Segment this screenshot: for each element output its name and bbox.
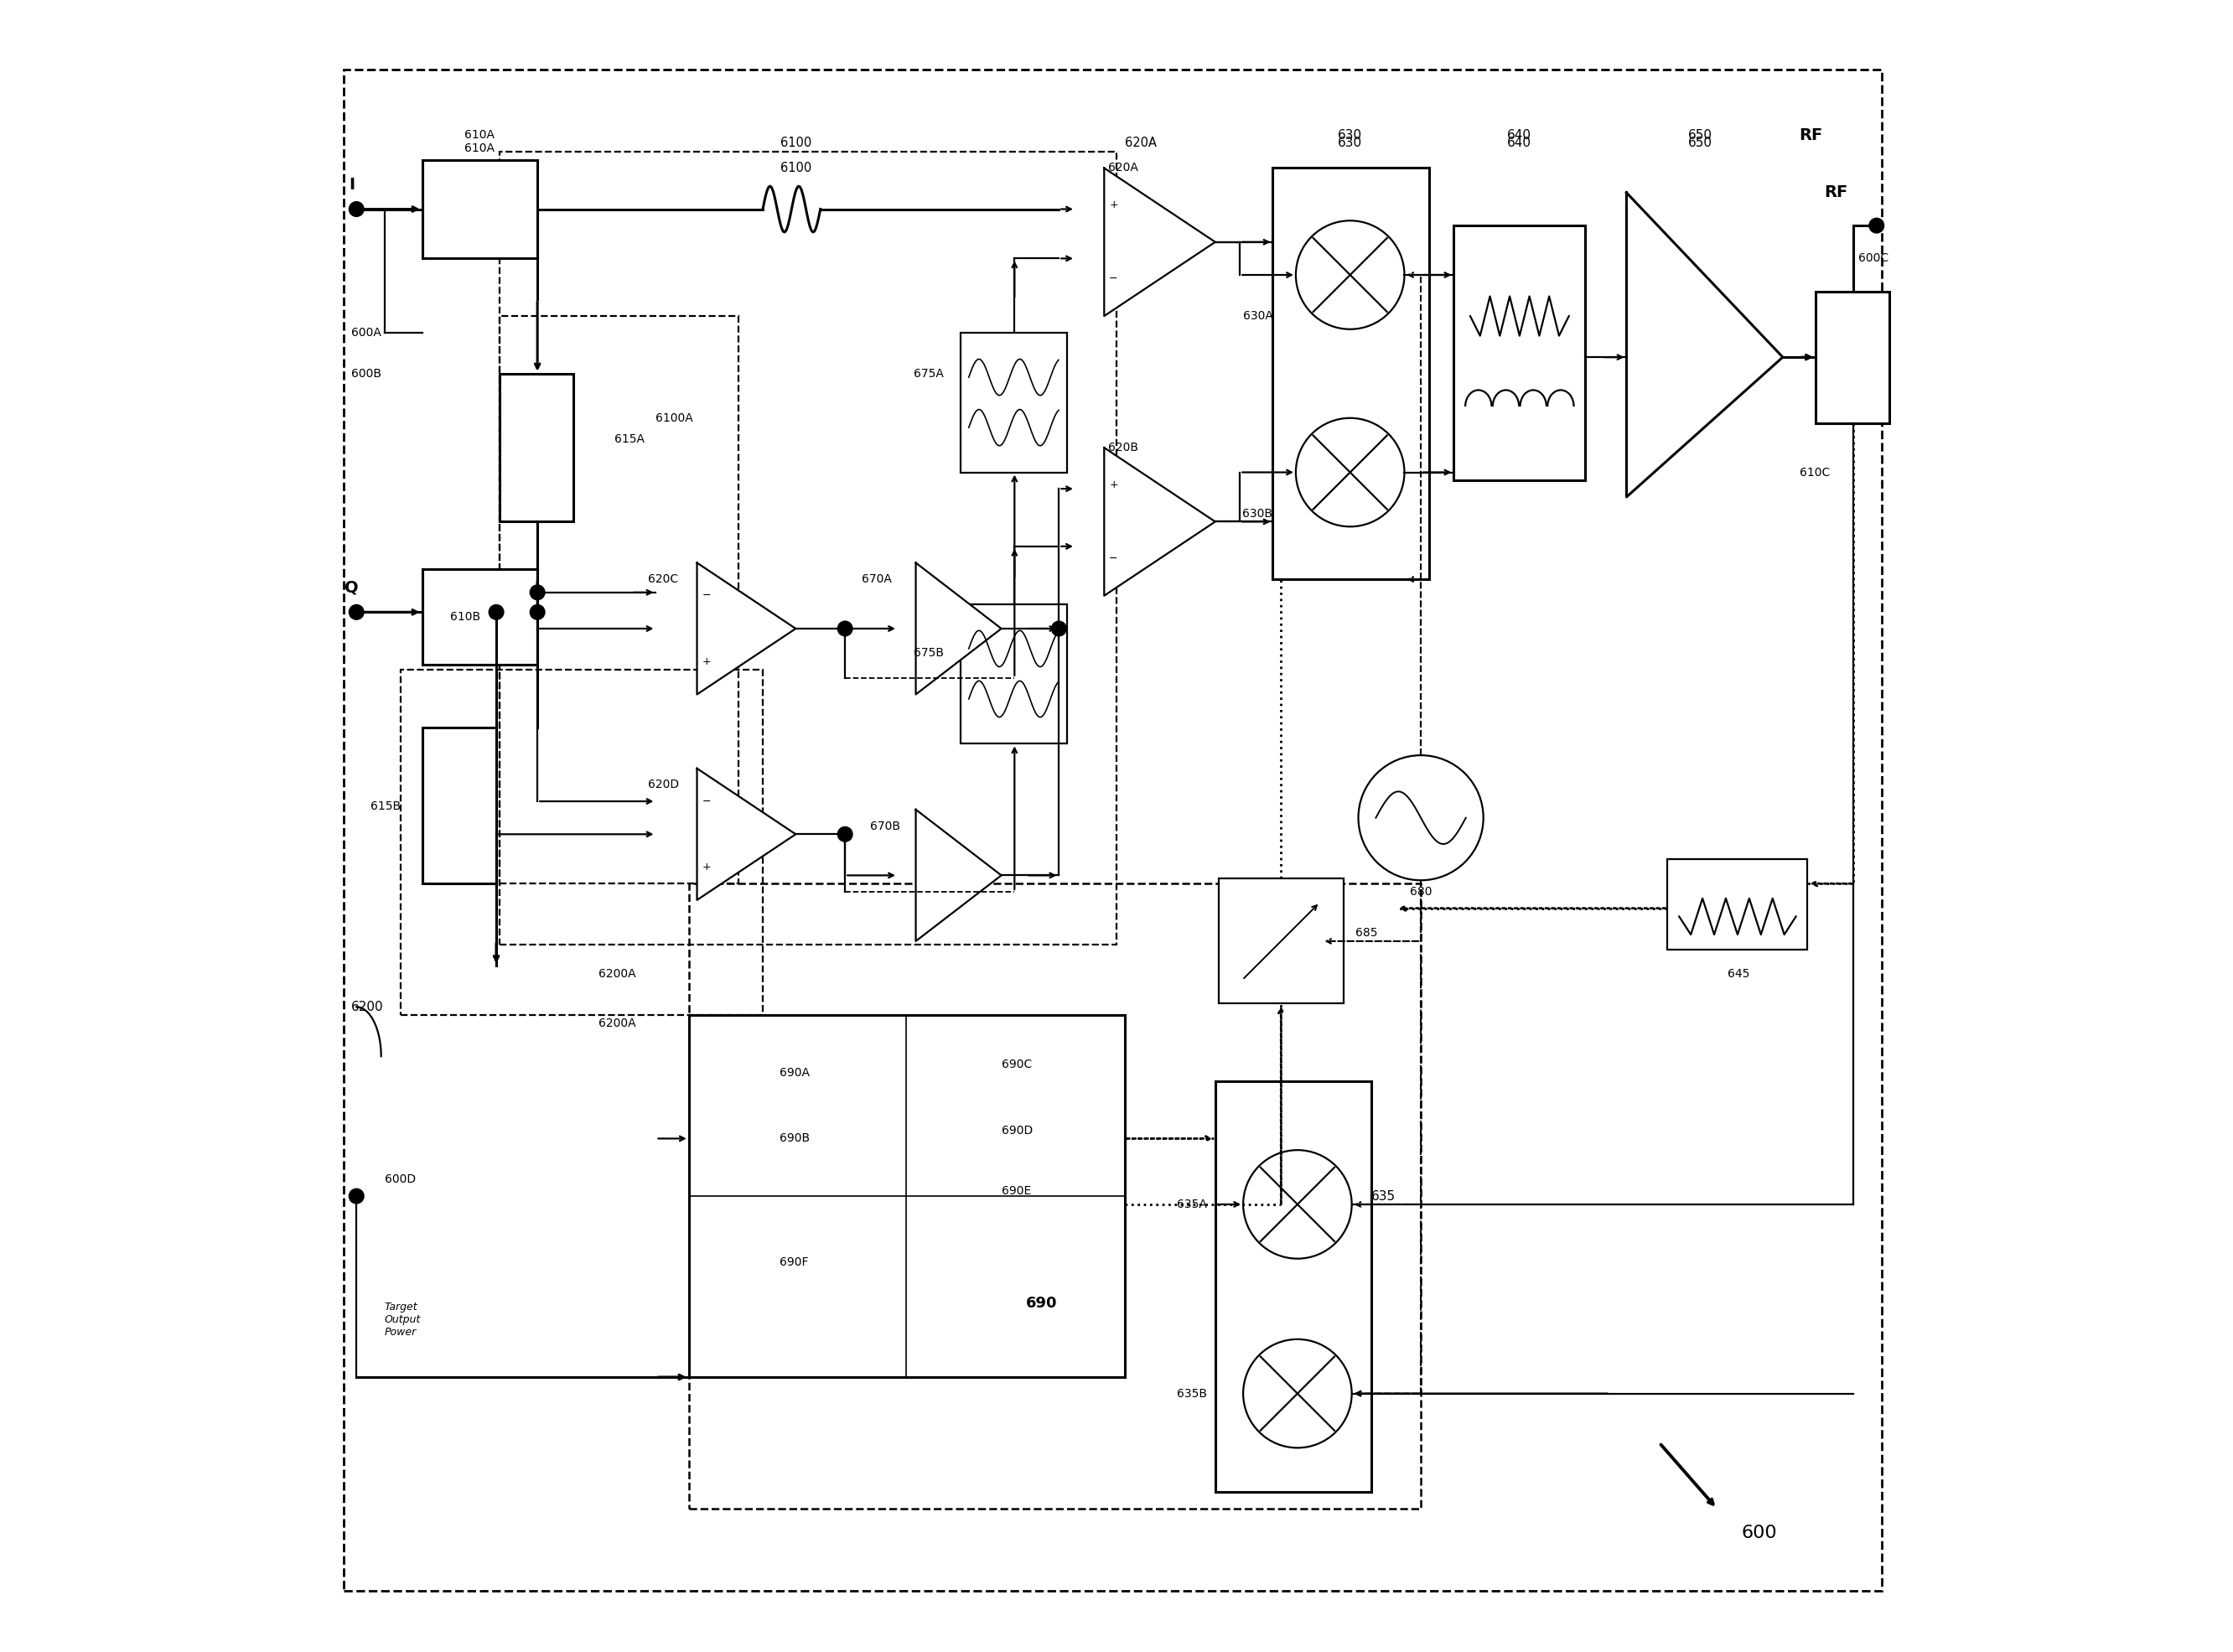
Text: 670B: 670B bbox=[869, 819, 900, 833]
Text: 610C: 610C bbox=[1800, 466, 1829, 477]
Circle shape bbox=[1869, 218, 1885, 233]
Polygon shape bbox=[1103, 169, 1215, 316]
Text: 690D: 690D bbox=[1000, 1125, 1032, 1137]
Text: 600B: 600B bbox=[351, 368, 382, 380]
FancyBboxPatch shape bbox=[422, 160, 538, 258]
Text: 620B: 620B bbox=[1108, 441, 1139, 454]
Text: 690A: 690A bbox=[779, 1067, 808, 1079]
Text: 610B: 610B bbox=[451, 611, 480, 623]
Circle shape bbox=[529, 605, 545, 620]
Text: −: − bbox=[1110, 553, 1119, 563]
Text: +: + bbox=[701, 862, 710, 872]
Text: 685: 685 bbox=[1355, 927, 1378, 938]
Text: 620C: 620C bbox=[648, 573, 679, 585]
Circle shape bbox=[837, 621, 853, 636]
Text: 630B: 630B bbox=[1242, 507, 1273, 519]
Text: −: − bbox=[1110, 274, 1119, 284]
Polygon shape bbox=[916, 563, 1000, 694]
Circle shape bbox=[348, 1189, 364, 1204]
Text: −: − bbox=[701, 796, 710, 806]
Text: 615B: 615B bbox=[371, 800, 402, 813]
Polygon shape bbox=[1626, 193, 1782, 497]
Text: Q: Q bbox=[344, 580, 360, 595]
Text: 640: 640 bbox=[1507, 137, 1532, 150]
Circle shape bbox=[348, 202, 364, 216]
Text: 600A: 600A bbox=[351, 327, 382, 339]
Text: 6100A: 6100A bbox=[657, 411, 694, 425]
Text: 675B: 675B bbox=[913, 648, 945, 659]
Text: 620A: 620A bbox=[1108, 162, 1139, 173]
Polygon shape bbox=[916, 809, 1000, 942]
Circle shape bbox=[1052, 621, 1067, 636]
Polygon shape bbox=[1103, 448, 1215, 596]
Text: 635A: 635A bbox=[1177, 1198, 1208, 1211]
Text: +: + bbox=[1110, 479, 1119, 491]
Text: 630: 630 bbox=[1338, 137, 1362, 150]
Text: 6100: 6100 bbox=[779, 162, 811, 173]
Text: RF: RF bbox=[1800, 127, 1822, 144]
Text: 6200A: 6200A bbox=[598, 968, 636, 980]
Text: 645: 645 bbox=[1728, 968, 1748, 980]
FancyBboxPatch shape bbox=[1215, 1080, 1371, 1492]
Polygon shape bbox=[697, 768, 795, 900]
FancyBboxPatch shape bbox=[960, 332, 1067, 472]
Text: 670A: 670A bbox=[862, 573, 891, 585]
Text: 640: 640 bbox=[1507, 129, 1532, 142]
FancyBboxPatch shape bbox=[422, 727, 496, 884]
Text: 650: 650 bbox=[1688, 137, 1713, 150]
Circle shape bbox=[837, 826, 853, 841]
FancyBboxPatch shape bbox=[688, 1016, 1125, 1378]
Text: 6200A: 6200A bbox=[598, 1018, 636, 1029]
Circle shape bbox=[489, 605, 505, 620]
Text: 600: 600 bbox=[1742, 1525, 1777, 1541]
Text: Target
Output
Power: Target Output Power bbox=[384, 1302, 420, 1338]
FancyBboxPatch shape bbox=[1668, 859, 1806, 950]
Polygon shape bbox=[697, 563, 795, 694]
Text: 680: 680 bbox=[1409, 885, 1431, 897]
Circle shape bbox=[348, 605, 364, 620]
FancyBboxPatch shape bbox=[960, 605, 1067, 743]
Text: 620A: 620A bbox=[1125, 137, 1157, 150]
Text: 690F: 690F bbox=[779, 1256, 808, 1267]
Text: 630: 630 bbox=[1338, 129, 1362, 142]
Text: 690C: 690C bbox=[1000, 1059, 1032, 1070]
Text: +: + bbox=[1110, 200, 1119, 210]
FancyBboxPatch shape bbox=[1273, 169, 1429, 580]
Text: 610A: 610A bbox=[464, 142, 496, 154]
Text: +: + bbox=[701, 656, 710, 667]
FancyBboxPatch shape bbox=[500, 373, 574, 522]
FancyBboxPatch shape bbox=[422, 570, 538, 664]
FancyBboxPatch shape bbox=[1454, 226, 1585, 481]
Circle shape bbox=[529, 585, 545, 600]
Text: 610A: 610A bbox=[464, 129, 496, 140]
Text: 6100: 6100 bbox=[779, 137, 811, 150]
Text: 6200: 6200 bbox=[351, 1001, 384, 1013]
Text: 690B: 690B bbox=[779, 1133, 811, 1145]
FancyBboxPatch shape bbox=[1219, 879, 1344, 1004]
FancyBboxPatch shape bbox=[1815, 291, 1889, 423]
Text: 600C: 600C bbox=[1858, 253, 1889, 264]
Text: 620D: 620D bbox=[648, 780, 679, 791]
Text: 600D: 600D bbox=[384, 1175, 415, 1186]
Text: −: − bbox=[701, 590, 710, 601]
Text: 615A: 615A bbox=[614, 433, 645, 446]
Text: 690E: 690E bbox=[1000, 1186, 1032, 1198]
Text: I: I bbox=[348, 177, 355, 192]
Text: 635: 635 bbox=[1371, 1189, 1396, 1203]
Text: 690: 690 bbox=[1025, 1295, 1058, 1310]
Text: 635B: 635B bbox=[1177, 1388, 1208, 1399]
Text: RF: RF bbox=[1824, 185, 1847, 200]
Text: 630A: 630A bbox=[1244, 311, 1273, 322]
Text: 675A: 675A bbox=[913, 368, 945, 380]
Text: 650: 650 bbox=[1688, 129, 1713, 142]
